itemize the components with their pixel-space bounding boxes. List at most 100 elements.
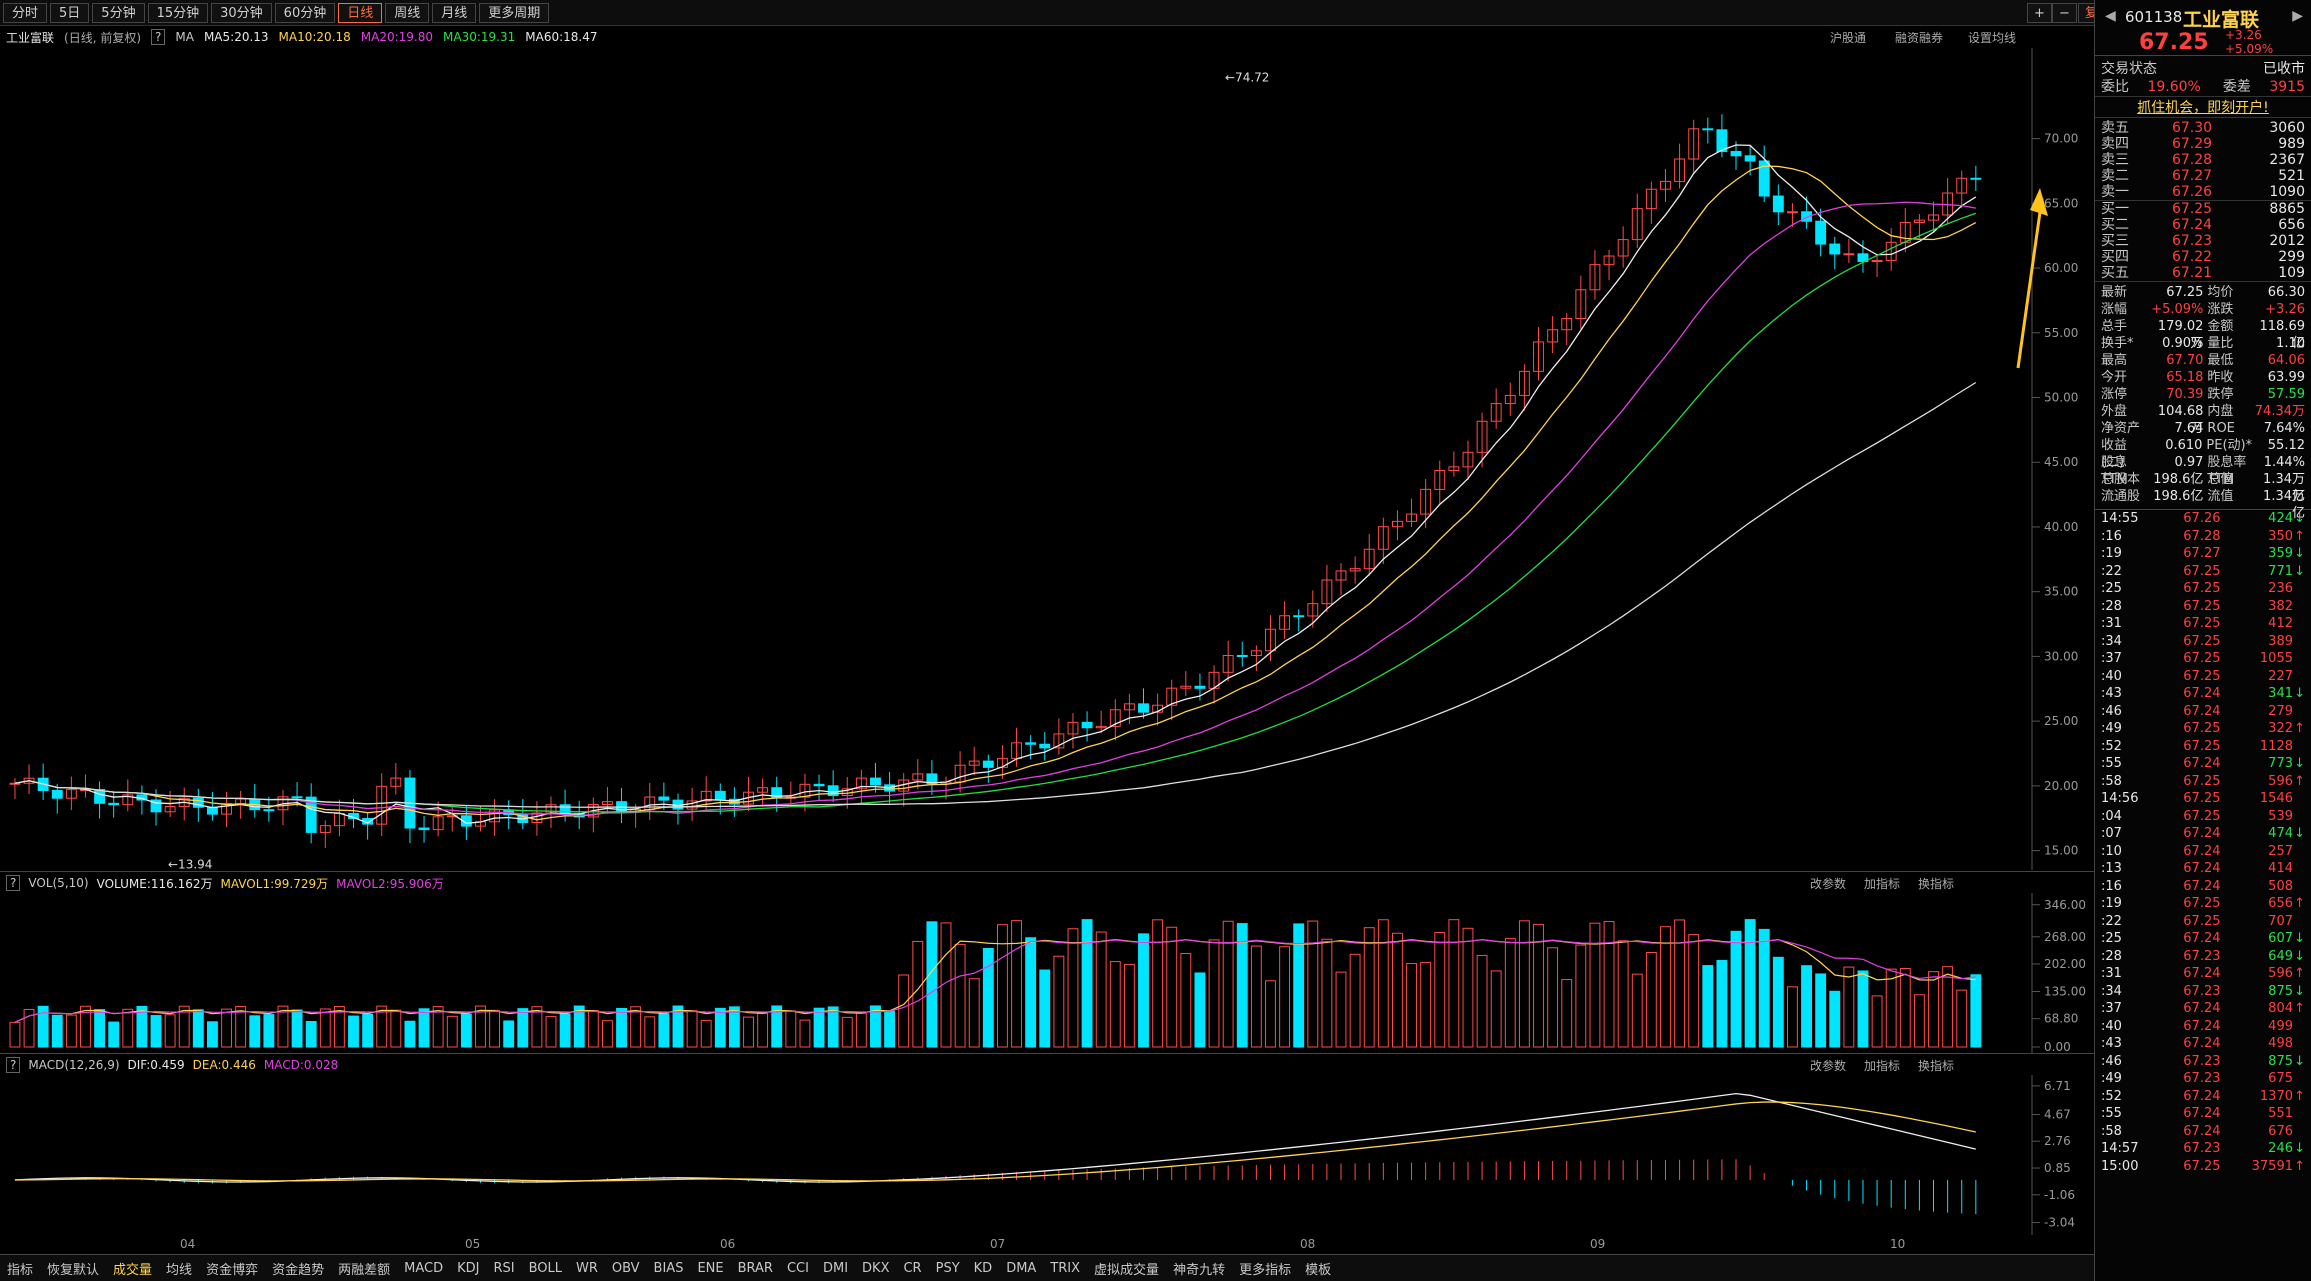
indicator-tab[interactable]: 虚拟成交量	[1094, 1262, 1160, 1278]
volume-bar	[1025, 937, 1037, 1048]
candle-body	[150, 799, 162, 813]
tick-volume: 707	[2268, 913, 2293, 929]
indicator-tab[interactable]: 模板	[1305, 1262, 1332, 1278]
macd-add-indicator[interactable]: 加指标	[1863, 1058, 1900, 1073]
candlestick-chart[interactable]: 70.00 65.00 60.00 55.00 50.00 45.00 40.00 35.00…	[0, 48, 2094, 870]
link-hgt[interactable]: 沪股通	[1830, 30, 1867, 45]
tick-volume: 607	[2268, 931, 2293, 946]
stat-label: 涨跌	[2207, 302, 2234, 317]
indicator-tab[interactable]: 资金博弈	[206, 1262, 259, 1278]
book-level: 卖四	[2101, 136, 2129, 152]
indicator-tab[interactable]: RSI	[493, 1260, 515, 1276]
indicator-tab[interactable]: DKX	[862, 1260, 890, 1276]
indicator-tab[interactable]: ENE	[697, 1260, 724, 1276]
indicator-tab[interactable]: OBV	[611, 1260, 640, 1276]
indicator-tab[interactable]: PSY	[935, 1260, 960, 1276]
vol-help-icon[interactable]: ?	[6, 875, 21, 891]
macd-change-param[interactable]: 改参数	[1809, 1058, 1846, 1073]
vol-switch-indicator[interactable]: 换指标	[1917, 876, 1954, 891]
vol-add-indicator[interactable]: 加指标	[1863, 876, 1900, 891]
tick-price: 67.24	[2183, 703, 2221, 719]
tick-price: 67.24	[2183, 1001, 2221, 1016]
indicator-tab[interactable]: 神奇九转	[1173, 1262, 1226, 1278]
book-price: 67.23	[2171, 233, 2213, 249]
tick-row: 14:56 67.25 1546	[2095, 790, 2311, 808]
period-tab[interactable]: 更多周期	[479, 2, 550, 23]
volume-bar	[799, 1019, 811, 1048]
prev-stock-icon[interactable]: ◀	[2105, 8, 2116, 24]
stat-value: 65.18	[2166, 370, 2204, 385]
macd-chart[interactable]: 6.71 4.67 2.76 0.85 -1.06 -3.04	[0, 1075, 2094, 1235]
indicator-tab[interactable]: 均线	[166, 1262, 193, 1278]
tick-time: :31	[2101, 616, 2122, 631]
macd-switch-indicator[interactable]: 换指标	[1917, 1058, 1954, 1073]
macd-help-icon[interactable]: ?	[6, 1057, 21, 1073]
period-tab[interactable]: 30分钟	[211, 2, 272, 23]
stat-label: PE(动)*	[2206, 438, 2253, 453]
indicator-tab[interactable]: 更多指标	[1239, 1262, 1292, 1278]
stat-row: 流通股 198.6亿 流值 1.34万亿	[2095, 488, 2311, 521]
indicator-tab[interactable]: BOLL	[528, 1260, 562, 1276]
indicator-tab[interactable]: KD	[973, 1260, 993, 1276]
candle-body	[982, 760, 994, 768]
indicator-tab[interactable]: BRAR	[737, 1260, 773, 1276]
tick-volume-cell: 607↓	[2235, 930, 2305, 948]
price-axis-label: 50.00	[2044, 391, 2078, 405]
link-rzrq[interactable]: 融资融券	[1895, 30, 1944, 45]
indicator-tab[interactable]: 两融差额	[338, 1262, 391, 1278]
indicator-tab[interactable]: BIAS	[653, 1260, 684, 1276]
tick-list[interactable]: 14:55 67.26 424↓:16 67.28 350↑:19 67.27 359↓:2…	[2095, 509, 2311, 1175]
indicator-tab[interactable]: 成交量	[113, 1262, 153, 1278]
price-axis-label: 15.00	[2044, 844, 2078, 858]
indicator-tab[interactable]: DMA	[1006, 1260, 1037, 1276]
indicator-tab[interactable]: CCI	[786, 1260, 809, 1276]
tick-volume: 37591	[2251, 1158, 2293, 1174]
zoom-in-button[interactable]: +	[2027, 3, 2052, 23]
next-stock-icon[interactable]: ▶	[2292, 8, 2303, 24]
indicator-tab[interactable]: MACD	[404, 1260, 444, 1276]
volume-bar	[348, 1015, 359, 1048]
volume-bar	[51, 1014, 63, 1048]
zoom-out-button[interactable]: −	[2052, 3, 2077, 23]
period-tab[interactable]: 分时	[3, 2, 48, 23]
dif-line	[14, 1092, 1976, 1183]
period-tab[interactable]: 月线	[432, 2, 477, 23]
tick-row: :19 67.25 656↑	[2095, 895, 2311, 913]
period-tab[interactable]: 日线	[338, 2, 383, 23]
vol-change-param[interactable]: 改参数	[1809, 876, 1846, 891]
indicator-tab[interactable]: 指标	[7, 1262, 34, 1278]
tick-volume: 359	[2268, 546, 2293, 561]
down-arrow-icon: ↓	[2294, 983, 2305, 999]
tick-time: :10	[2101, 843, 2122, 859]
period-tab[interactable]: 周线	[385, 2, 430, 23]
indicator-tab[interactable]: 恢复默认	[47, 1262, 100, 1278]
indicator-tab[interactable]: KDJ	[457, 1260, 480, 1276]
indicator-tab[interactable]: WR	[576, 1260, 598, 1276]
down-arrow-icon: ↓	[2294, 756, 2305, 771]
indicator-tab[interactable]: DMI	[822, 1260, 849, 1276]
indicator-tab[interactable]: TRIX	[1050, 1260, 1081, 1276]
period-tab[interactable]: 5日	[50, 2, 90, 23]
tick-price: 67.25	[2183, 633, 2221, 649]
stat-label: 昨收	[2207, 370, 2234, 385]
volume-chart[interactable]: 346.00 268.00 202.00 135.00 68.80 0.00	[0, 893, 2094, 1053]
indicator-tab[interactable]: CR	[903, 1260, 922, 1276]
tick-time: 14:57	[2101, 1141, 2139, 1156]
period-tab[interactable]: 5分钟	[92, 2, 145, 23]
tick-time: 14:56	[2101, 791, 2139, 806]
trade-status: 已收市	[2263, 61, 2305, 77]
candle-body	[1462, 451, 1474, 468]
link-ma-settings[interactable]: 设置均线	[1968, 30, 2017, 45]
indicator-tab[interactable]: 资金趋势	[272, 1262, 325, 1278]
open-account-link[interactable]: 抓住机会，即刻开户!	[2095, 96, 2311, 118]
up-arrow-icon: ↑	[2294, 896, 2305, 911]
stat-label: 今开	[2101, 370, 2128, 385]
mavol2-value: MAVOL2:95.906万	[336, 876, 444, 891]
tick-volume: 771	[2268, 563, 2293, 579]
tick-price: 67.25	[2183, 598, 2221, 614]
tick-row: 15:00 67.25 37591↑	[2095, 1158, 2311, 1176]
period-tab[interactable]: 15分钟	[147, 2, 209, 23]
period-tab[interactable]: 60分钟	[274, 2, 336, 23]
volume-bar	[460, 1013, 472, 1048]
help-icon[interactable]: ?	[151, 29, 166, 45]
